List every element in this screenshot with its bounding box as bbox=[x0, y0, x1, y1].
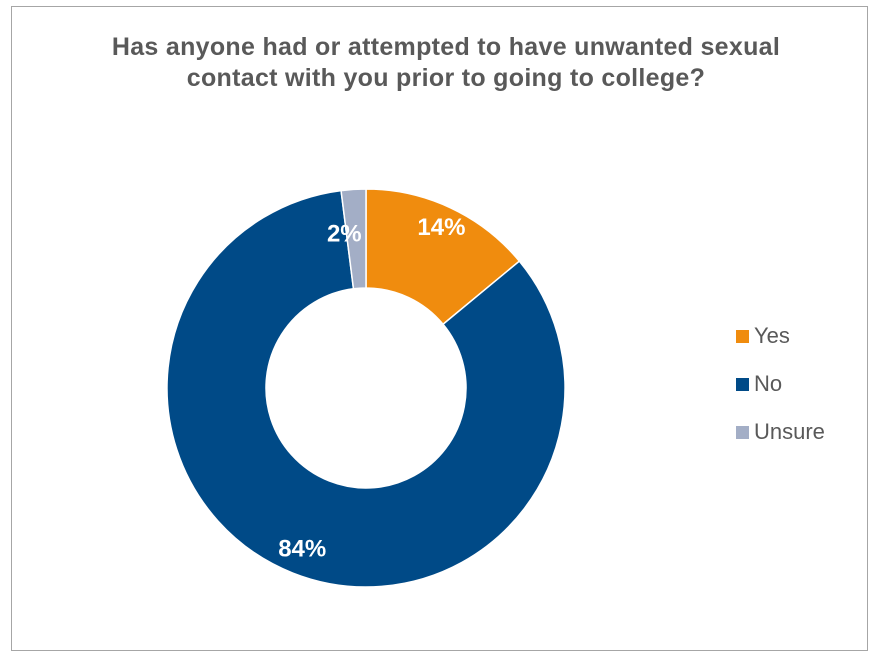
slice-no bbox=[166, 189, 566, 588]
legend-label-no: No bbox=[754, 371, 783, 396]
legend-swatch-unsure bbox=[736, 425, 749, 439]
data-label-no: 84% bbox=[278, 536, 326, 563]
donut-slices bbox=[166, 188, 566, 588]
chart-title: Has anyone had or attempted to have unwa… bbox=[111, 33, 781, 92]
data-labels: 14% 84% 2% bbox=[278, 214, 465, 562]
legend-label-unsure: Unsure bbox=[754, 419, 825, 444]
data-label-yes: 14% bbox=[417, 214, 465, 241]
data-label-unsure: 2% bbox=[327, 220, 362, 247]
legend-item-no: No bbox=[736, 371, 825, 396]
legend-item-unsure: Unsure bbox=[736, 419, 825, 444]
legend: Yes No Unsure bbox=[736, 323, 825, 468]
legend-swatch-yes bbox=[736, 329, 749, 343]
slice-unsure bbox=[340, 188, 367, 290]
legend-item-yes: Yes bbox=[736, 323, 825, 348]
legend-label-yes: Yes bbox=[754, 323, 790, 348]
legend-swatch-no bbox=[736, 377, 749, 391]
